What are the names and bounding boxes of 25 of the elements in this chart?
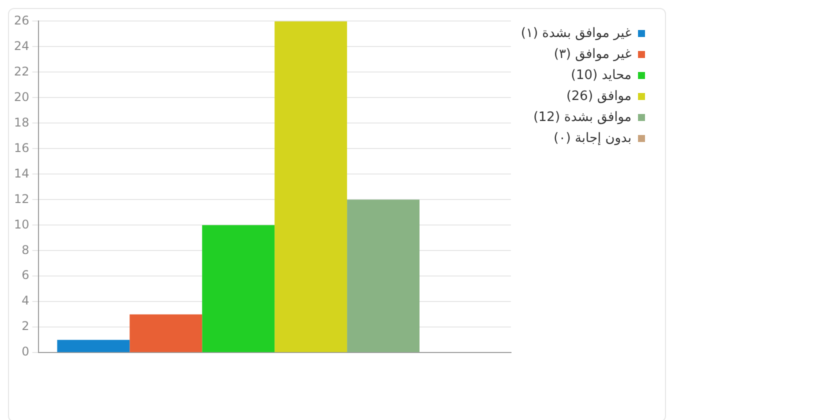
y-tick-label: 10 <box>14 217 30 232</box>
legend-label: موافق (26) <box>566 88 632 104</box>
y-tick-label: 14 <box>14 166 30 180</box>
legend-label: غير موافق (٣) <box>554 46 632 62</box>
y-tick-label: 4 <box>22 294 30 308</box>
y-tick-label: 6 <box>22 268 30 282</box>
y-tick-label: 22 <box>14 64 30 78</box>
y-tick-label: 2 <box>22 319 30 334</box>
y-tick-label: 26 <box>14 13 30 28</box>
y-tick-label: 12 <box>14 192 30 206</box>
y-tick-label: 18 <box>14 115 30 130</box>
bar <box>274 21 348 352</box>
bar <box>130 314 202 352</box>
y-tick-label: 20 <box>14 90 30 104</box>
bar <box>57 340 130 352</box>
legend-label: محايد (10) <box>570 68 632 83</box>
legend-label: غير موافق بشدة (١) <box>520 26 632 41</box>
y-tick-label: 16 <box>14 140 30 155</box>
legend-label: بدون إجابة (٠) <box>554 130 632 146</box>
bar <box>347 200 420 352</box>
legend-label: موافق بشدة (12) <box>533 110 632 125</box>
y-tick-label: 24 <box>14 38 30 53</box>
y-tick-label: 8 <box>22 242 30 257</box>
bar <box>202 225 275 352</box>
y-tick-label: 0 <box>22 344 30 359</box>
